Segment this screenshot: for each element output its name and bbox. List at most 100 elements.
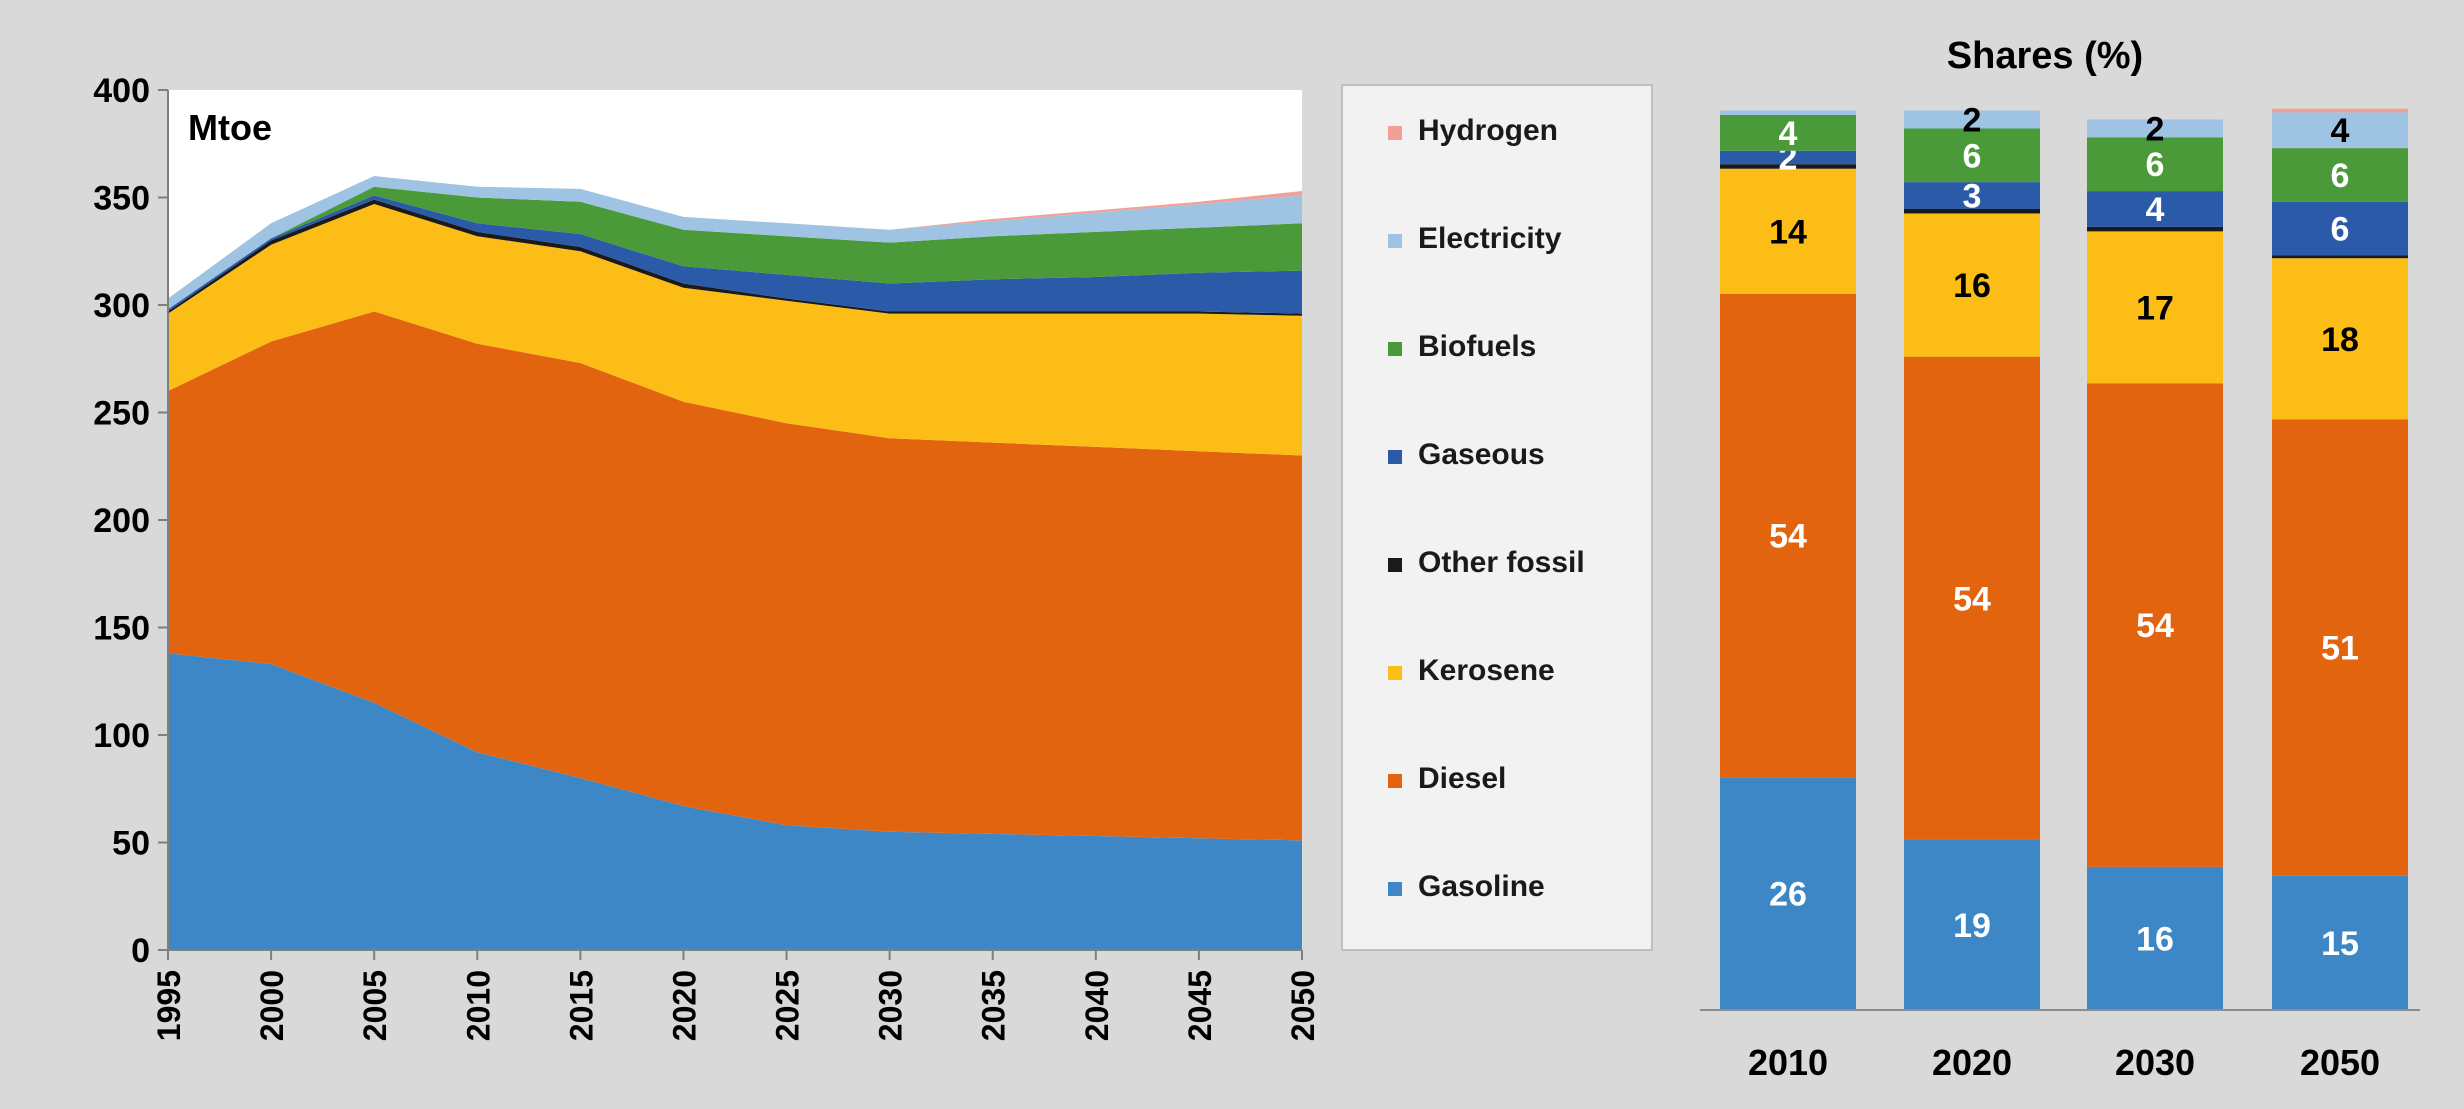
legend-label-electricity: Electricity bbox=[1418, 222, 1562, 255]
bar-label-gaseous-2030: 4 bbox=[2146, 191, 2165, 229]
area-series-other-fossil bbox=[168, 199, 1302, 316]
area-series-layer bbox=[168, 176, 1302, 950]
y-tick-label: 400 bbox=[93, 72, 150, 110]
bar-segment-gasoline-2030 bbox=[2087, 866, 2223, 1010]
x-tick-label: 2005 bbox=[357, 970, 393, 1041]
x-tick-label: 2040 bbox=[1079, 970, 1115, 1041]
bar-label-kerosene-2010: 14 bbox=[1769, 213, 1807, 251]
legend-label-gasoline: Gasoline bbox=[1418, 870, 1545, 903]
area-x-ticks: 1995 2000 2005 2010 2015 2020 2025 2030 2035 2040… bbox=[151, 950, 1321, 1041]
bar-segment-kerosene-2020 bbox=[1904, 213, 2040, 357]
legend-label-other-fossil: Other fossil bbox=[1418, 546, 1585, 579]
bar-segment-other-fossil-2050 bbox=[2272, 255, 2408, 259]
bar-label-diesel-2050: 51 bbox=[2321, 630, 2359, 668]
area-chart: 0 50 100 150 200 250 300 350 400 1995 2000 2005 201… bbox=[93, 72, 1321, 1041]
y-tick-label: 250 bbox=[93, 395, 150, 433]
bar-label-gasoline-2050: 15 bbox=[2321, 925, 2359, 963]
area-series-diesel bbox=[168, 311, 1302, 841]
bar-label-biofuels-2030: 6 bbox=[2146, 146, 2165, 184]
legend-label-gaseous: Gaseous bbox=[1418, 438, 1545, 471]
x-tick-label: 2020 bbox=[666, 970, 702, 1041]
x-tick-label: 2045 bbox=[1182, 970, 1218, 1041]
bar-segment-biofuels-2010 bbox=[1720, 115, 1856, 151]
x-tick-label: 2000 bbox=[254, 970, 290, 1041]
x-tick-label: 2050 bbox=[1285, 970, 1321, 1041]
bar-segment-kerosene-2030 bbox=[2087, 231, 2223, 384]
legend-swatch-hydrogen bbox=[1388, 126, 1402, 140]
bar-label-kerosene-2030: 17 bbox=[2136, 289, 2174, 327]
bar-segment-gaseous-2010 bbox=[1720, 150, 1856, 165]
x-tick-label: 2030 bbox=[873, 970, 909, 1041]
x-tick-label: 1995 bbox=[151, 970, 187, 1041]
legend-swatch-electricity bbox=[1388, 234, 1402, 248]
legend-swatch-gaseous bbox=[1388, 450, 1402, 464]
bar-label-gasoline-2030: 16 bbox=[2136, 920, 2174, 958]
legend: Hydrogen Electricity Biofuels Gaseous Other … bbox=[1341, 84, 1653, 951]
bar-segment-diesel-2050 bbox=[2272, 419, 2408, 876]
y-tick-label: 50 bbox=[112, 825, 150, 863]
bar-segment-diesel-2010 bbox=[1720, 294, 1856, 778]
bar-label-biofuels-2010: 4 bbox=[1779, 115, 1798, 153]
bar-segment-other-fossil-2030 bbox=[2087, 226, 2223, 232]
bar-segment-electricity-2030 bbox=[2087, 119, 2223, 138]
x-tick-label: 2025 bbox=[770, 970, 806, 1041]
x-tick-label: 2015 bbox=[563, 970, 599, 1041]
legend-swatch-biofuels bbox=[1388, 342, 1402, 356]
legend-swatch-gasoline bbox=[1388, 882, 1402, 896]
bar-segment-gasoline-2050 bbox=[2272, 875, 2408, 1010]
bar-segment-diesel-2020 bbox=[1904, 356, 2040, 840]
bar-category-label-2010: 2010 bbox=[1748, 1042, 1828, 1083]
bar-segment-electricity-2010 bbox=[1720, 110, 1856, 115]
bar-label-electricity-2030: 2 bbox=[2146, 110, 2165, 148]
bar-label-kerosene-2050: 18 bbox=[2321, 321, 2359, 359]
area-series-gasoline bbox=[168, 653, 1302, 950]
bar-label-gaseous-2050: 6 bbox=[2331, 211, 2350, 249]
bar-segment-kerosene-2050 bbox=[2272, 258, 2408, 420]
bar-segment-other-fossil-2010 bbox=[1720, 164, 1856, 169]
area-series-gaseous bbox=[168, 195, 1302, 314]
bar-label-biofuels-2020: 6 bbox=[1963, 137, 1982, 175]
y-tick-label: 300 bbox=[93, 287, 150, 325]
bar-segment-biofuels-2030 bbox=[2087, 137, 2223, 192]
legend-label-biofuels: Biofuels bbox=[1418, 330, 1536, 363]
bar-segment-kerosene-2010 bbox=[1720, 168, 1856, 294]
legend-label-diesel: Diesel bbox=[1418, 762, 1506, 795]
y-tick-label: 150 bbox=[93, 610, 150, 648]
area-series-biofuels bbox=[168, 186, 1302, 310]
bar-label-electricity-2020: 2 bbox=[1963, 101, 1982, 139]
bar-segment-biofuels-2050 bbox=[2272, 148, 2408, 202]
bar-label-diesel-2010: 54 bbox=[1769, 518, 1807, 556]
bar-label-electricity-2050: 4 bbox=[2331, 112, 2350, 150]
y-tick-label: 200 bbox=[93, 502, 150, 540]
legend-items: Hydrogen Electricity Biofuels Gaseous Other … bbox=[1388, 114, 1585, 903]
legend-label-kerosene: Kerosene bbox=[1418, 654, 1555, 687]
bar-category-label-2030: 2030 bbox=[2115, 1042, 2195, 1083]
share-chart-title: Shares (%) bbox=[1947, 35, 2143, 77]
bar-segment-electricity-2050 bbox=[2272, 112, 2408, 149]
x-tick-label: 2035 bbox=[976, 970, 1012, 1041]
bar-label-diesel-2020: 54 bbox=[1953, 580, 1991, 618]
bar-label-biofuels-2050: 6 bbox=[2331, 157, 2350, 195]
bar-segment-gasoline-2020 bbox=[1904, 839, 2040, 1010]
bar-segment-gaseous-2050 bbox=[2272, 201, 2408, 256]
bar-segment-hydrogen-2050 bbox=[2272, 108, 2408, 113]
y-tick-label: 0 bbox=[131, 932, 150, 970]
x-tick-label: 2010 bbox=[460, 970, 496, 1041]
legend-swatch-diesel bbox=[1388, 774, 1402, 788]
bar-label-diesel-2030: 54 bbox=[2136, 607, 2174, 645]
bar-category-label-2050: 2050 bbox=[2300, 1042, 2380, 1083]
bar-segment-biofuels-2020 bbox=[1904, 128, 2040, 183]
y-tick-label: 350 bbox=[93, 180, 150, 218]
legend-label-hydrogen: Hydrogen bbox=[1418, 114, 1558, 147]
bar-segment-gaseous-2030 bbox=[2087, 191, 2223, 227]
legend-box bbox=[1341, 84, 1653, 951]
bar-segment-diesel-2030 bbox=[2087, 383, 2223, 867]
bar-label-kerosene-2020: 16 bbox=[1953, 267, 1991, 305]
area-y-ticks: 0 50 100 150 200 250 300 350 400 bbox=[93, 72, 168, 970]
bar-segment-other-fossil-2020 bbox=[1904, 208, 2040, 214]
y-tick-label: 100 bbox=[93, 717, 150, 755]
bar-label-gasoline-2010: 26 bbox=[1769, 876, 1807, 914]
bar-label-gaseous-2020: 3 bbox=[1963, 178, 1982, 216]
